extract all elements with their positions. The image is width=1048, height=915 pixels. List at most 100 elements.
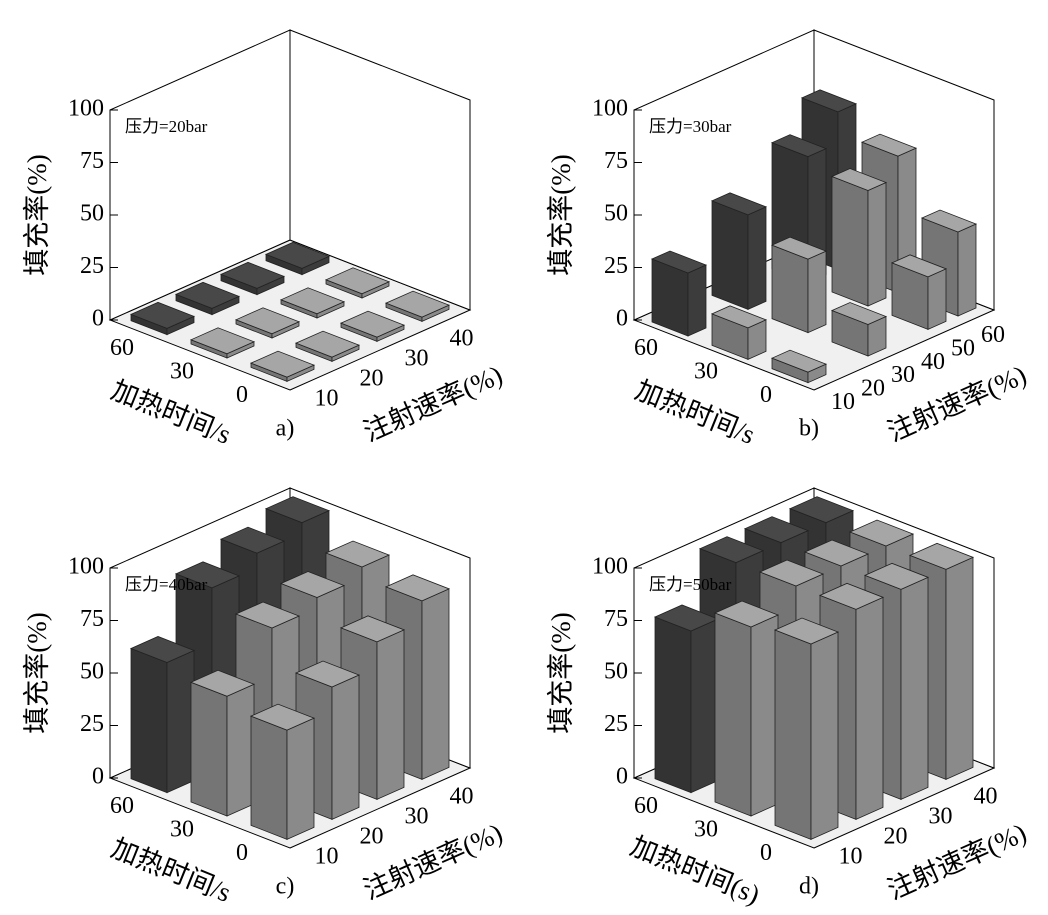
y-tick-label: 0	[236, 382, 248, 408]
x-tick-label: 40	[450, 326, 474, 352]
panel: 025507510010203040506003060填充率(%)注射速率(%)…	[546, 29, 1031, 450]
bar-left-face	[711, 200, 749, 310]
y-tick-label: 0	[236, 840, 248, 866]
bar-front-face	[810, 631, 839, 840]
bar-top-face	[279, 571, 346, 598]
bar-top-face	[279, 287, 346, 315]
bar-top-face	[189, 669, 256, 697]
bar-front-face	[807, 250, 827, 334]
bar-top-face	[339, 615, 406, 643]
bar-top-face	[773, 617, 840, 645]
bar-top-face	[713, 600, 780, 628]
bar	[174, 281, 241, 316]
y-tick-label: 30	[170, 359, 194, 385]
bar	[129, 301, 196, 336]
z-tick-label: 0	[92, 306, 104, 332]
bar	[653, 604, 720, 794]
bar-left-face	[130, 647, 168, 794]
z-tick-label: 0	[92, 764, 104, 790]
x-tick-label: 50	[951, 336, 975, 362]
panel-label: c)	[276, 874, 295, 900]
z-tick-label: 75	[604, 148, 628, 174]
bar-top-face	[788, 496, 855, 524]
bar-top-face	[758, 559, 825, 587]
z-tick-label: 25	[80, 253, 104, 279]
bar	[339, 615, 406, 800]
bar	[384, 290, 451, 322]
x-tick-label: 30	[929, 804, 953, 830]
bar-top-face	[830, 168, 888, 191]
bar-front-face	[226, 683, 255, 817]
panel: 02550751001020304003060填充率(%)注射速率(%)加热时间…	[22, 487, 507, 908]
z-tick-label: 75	[80, 606, 104, 632]
y-tick-label: 60	[634, 793, 658, 819]
bar	[129, 636, 196, 794]
bar-top-face	[234, 601, 301, 629]
bar-top-face	[920, 209, 978, 233]
bar-top-face	[189, 327, 256, 355]
x-tick-label: 10	[315, 844, 339, 870]
z-tick-label: 25	[80, 711, 104, 737]
bar-top-face	[249, 703, 316, 731]
bar	[830, 168, 888, 307]
bar	[710, 305, 768, 360]
bar	[830, 302, 888, 357]
x-tick-label: 40	[974, 784, 998, 810]
bar-top-face	[863, 562, 930, 590]
bar	[249, 350, 316, 382]
bar-top-face	[219, 526, 286, 554]
bar-top-face	[264, 241, 331, 269]
y-tick-label: 30	[694, 817, 718, 843]
annotation: 压力=40bar	[125, 575, 208, 594]
bar	[189, 327, 256, 359]
bar-top-face	[324, 267, 391, 295]
bar-front-face	[945, 556, 974, 780]
x-tick-label: 10	[315, 386, 339, 412]
bar-front-face	[957, 223, 977, 317]
bar-top-face	[324, 540, 391, 568]
bar-top-face	[384, 290, 451, 318]
y-axis-label: 加热时间/s	[107, 375, 235, 450]
z-axis-label: 填充率(%)	[546, 154, 576, 275]
bar	[710, 192, 768, 310]
bar-top-face	[384, 574, 451, 602]
bar-top-face	[743, 516, 810, 544]
bar	[770, 349, 828, 384]
bar-front-face	[166, 649, 195, 794]
x-tick-label: 20	[884, 824, 908, 850]
bar-front-face	[747, 206, 767, 310]
bar	[339, 310, 406, 342]
z-tick-label: 100	[592, 554, 628, 580]
z-tick-label: 0	[616, 306, 628, 332]
x-tick-label: 10	[839, 844, 863, 870]
z-tick-label: 50	[604, 659, 628, 685]
bar-front-face	[690, 618, 719, 794]
bar-top-face	[710, 305, 768, 329]
bar-top-face	[770, 134, 828, 158]
panel: 02550751001020304003060填充率(%)注射速率(%)加热时间…	[546, 487, 1031, 910]
panel: 02550751001020304003060填充率(%)注射速率(%)加热时间…	[22, 29, 507, 450]
bar-top-face	[650, 250, 708, 274]
bar-front-face	[867, 181, 887, 307]
bar-left-face	[250, 715, 288, 840]
bar-front-face	[855, 596, 884, 820]
bar-front-face	[927, 268, 947, 330]
bar-top-face	[848, 519, 915, 547]
z-tick-label: 100	[592, 96, 628, 122]
bar-top-face	[249, 350, 316, 378]
x-tick-label: 40	[450, 784, 474, 810]
bar	[234, 307, 301, 339]
panel-label: b)	[799, 416, 819, 442]
bar	[770, 236, 828, 334]
y-axis-label: 加热时间/s	[631, 375, 759, 450]
bar	[264, 241, 331, 276]
bar-front-face	[376, 629, 405, 800]
bar-top-face	[174, 281, 241, 309]
z-tick-label: 100	[68, 554, 104, 580]
bar-top-face	[890, 254, 948, 278]
bar-top-face	[234, 307, 301, 335]
bar-top-face	[830, 302, 888, 325]
x-tick-label: 30	[891, 362, 915, 388]
bar-front-face	[331, 674, 360, 820]
